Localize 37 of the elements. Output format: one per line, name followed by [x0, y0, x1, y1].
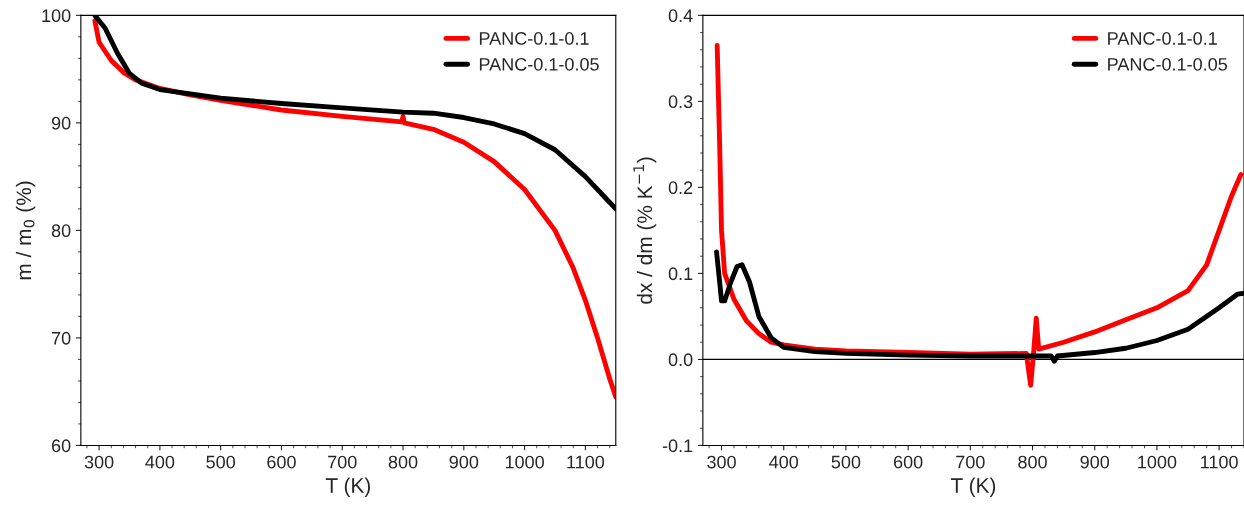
- y-tick-label: 60: [51, 439, 71, 453]
- legend-label: PANC-0.1-0.05: [479, 57, 599, 71]
- legend-label: PANC-0.1-0.05: [1108, 57, 1227, 71]
- x-tick-label: 300: [84, 455, 114, 469]
- y-tick-label: 90: [51, 116, 71, 130]
- y-tick-label: -0.1: [662, 439, 693, 453]
- y-axis-title: dx / dm (% K$^{−1}$): [633, 157, 657, 304]
- y-tick-label: 100: [42, 9, 71, 23]
- x-tick-label: 400: [145, 455, 175, 469]
- y-tick-label: 0.0: [668, 353, 693, 367]
- x-axis-title: T (K): [325, 477, 370, 497]
- x-tick-label: 1100: [567, 455, 605, 469]
- x-tick-label: 1100: [1201, 455, 1238, 469]
- y-tick-label: 0.1: [668, 267, 693, 281]
- x-tick-label: 1000: [1138, 455, 1177, 469]
- y-tick-label: 0.4: [668, 9, 693, 23]
- legend-label: PANC-0.1-0.1: [479, 32, 589, 45]
- x-axis-title: T (K): [950, 477, 996, 497]
- legend-label: PANC-0.1-0.1: [1108, 32, 1217, 45]
- y-tick-label: 70: [51, 331, 71, 345]
- y-tick-label: 80: [51, 224, 71, 238]
- x-tick-label: 600: [267, 455, 296, 469]
- x-tick-label: 700: [956, 455, 985, 469]
- x-tick-label: 600: [893, 455, 923, 469]
- x-tick-label: 500: [831, 455, 861, 469]
- x-tick-label: 500: [206, 455, 236, 469]
- x-tick-label: 300: [707, 455, 736, 469]
- y-axis-title: m / m$_{0}$ (%): [15, 181, 36, 280]
- y-tick-label: 0.3: [668, 95, 693, 109]
- x-tick-label: 800: [388, 455, 418, 469]
- x-tick-label: 700: [328, 455, 357, 469]
- x-tick-label: 900: [449, 455, 479, 469]
- x-tick-label: 1000: [505, 455, 544, 469]
- x-tick-label: 800: [1018, 455, 1047, 469]
- x-tick-label: 900: [1080, 455, 1110, 469]
- x-tick-label: 400: [769, 455, 799, 469]
- y-tick-label: 0.2: [668, 181, 693, 195]
